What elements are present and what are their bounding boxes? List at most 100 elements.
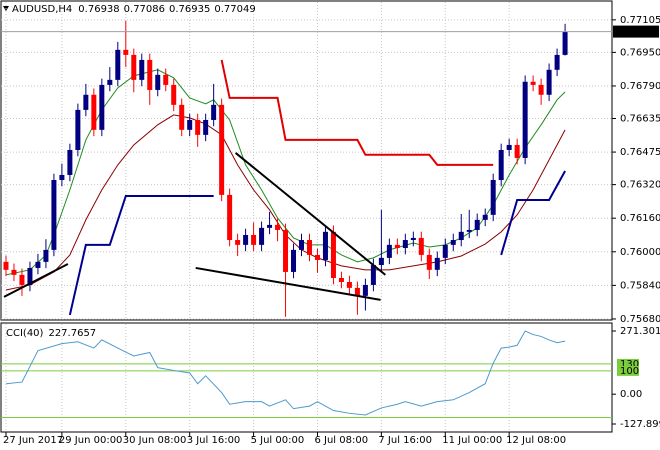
cci-last-value: 227.7657 [48,328,96,339]
candle-body [283,229,289,272]
candle-body [314,254,320,260]
candle-body [474,219,480,230]
candle-body [219,104,225,195]
candle-body [59,174,65,180]
y-tick-label: 0.76475 [620,147,660,158]
candle-body [386,244,392,258]
cci-name: CCI(40) [6,328,44,339]
candle-body [378,257,384,266]
candle-body [442,244,448,258]
candle-body [458,231,464,241]
candle-body [155,74,161,90]
candle-body [163,74,169,85]
candle-body [275,224,281,230]
candle-body [562,31,568,55]
x-tick-label: 7 Jul 16:00 [378,435,432,446]
candle-body [418,237,424,255]
candle-body [299,240,305,250]
candle-body [179,104,185,130]
trendline [234,152,387,276]
candle-body [131,54,137,80]
cci-tick-label: 0.00 [620,389,642,400]
last-open: 0.76938 [78,4,119,15]
candle-body [370,265,376,285]
x-tick-label: 6 Jul 08:00 [314,435,368,446]
candle-body [338,278,344,283]
candle-body [466,229,472,232]
candle-body [19,274,25,285]
candle-body [354,287,360,296]
candle-body [434,257,440,270]
y-tick-label: 0.76790 [620,81,660,92]
indicator-line [5,114,566,291]
indicator-line [68,170,566,316]
candle-body [450,240,456,245]
candle-body [482,214,488,220]
candle-body [107,79,113,85]
cci-panel-frame [0,322,613,433]
cci-tick-label: -127.899 [620,419,660,430]
cci-level-label: 130 [620,359,639,370]
trendline [3,263,69,298]
cci-level-label: 100 [620,366,639,377]
current-price-tag [613,25,659,38]
last-low: 0.76935 [169,4,210,15]
candle-body [203,119,209,135]
y-tick-label: 0.75680 [620,314,660,325]
cci-tick-label: 271.3014 [620,326,660,337]
candle-body [322,231,328,260]
x-tick-label: 11 Jul 00:00 [442,435,502,446]
candle-body [490,179,496,215]
candle-body [3,261,9,270]
cci-level-tag [617,365,639,376]
candle-body [51,179,57,250]
candle-body [498,149,504,180]
candle-body [530,81,536,85]
candle-body [91,94,97,130]
last-close: 0.77049 [214,4,255,15]
y-tick-label: 0.76320 [620,180,660,191]
candle-body [147,59,153,90]
main-panel-frame [0,0,613,321]
candle-body [35,261,41,268]
y-tick-label: 0.76950 [620,47,660,58]
x-tick-label: 12 Jul 08:00 [506,435,566,446]
symbol: AUDUSD,H4 [12,4,72,15]
candle-body [227,194,233,241]
y-tick-label: 0.77105 [620,15,660,26]
candle-body [267,224,273,228]
candle-body [187,119,193,130]
candle-body [522,81,528,158]
candle-body [251,234,257,245]
current-price-label: 0.77049 [616,27,657,38]
x-tick-label: 27 Jun 2017 [3,435,63,446]
candle-body [394,244,400,249]
candle-body [83,94,89,110]
trendline [195,266,381,301]
candle-body [171,84,177,105]
candle-body [67,149,73,175]
candle-body [139,59,145,80]
candle-body [546,69,552,95]
candle-body [43,249,49,262]
x-tick-label: 3 Jul 16:00 [187,435,241,446]
candle-body [115,49,121,80]
y-tick-label: 0.76160 [620,213,660,224]
candle-body [235,240,241,245]
cci-line [5,330,566,416]
candle-body [259,227,265,245]
candle-body [123,49,129,55]
x-tick-label: 30 Jun 08:00 [123,435,187,446]
candle-body [27,267,33,285]
candle-body [426,254,432,270]
candle-body [99,84,105,130]
candle-body [410,237,416,241]
candle-body [195,119,201,135]
candle-body [346,282,352,288]
y-tick-label: 0.76000 [620,247,660,258]
candle-body [330,231,336,279]
indicator-line [220,59,494,166]
